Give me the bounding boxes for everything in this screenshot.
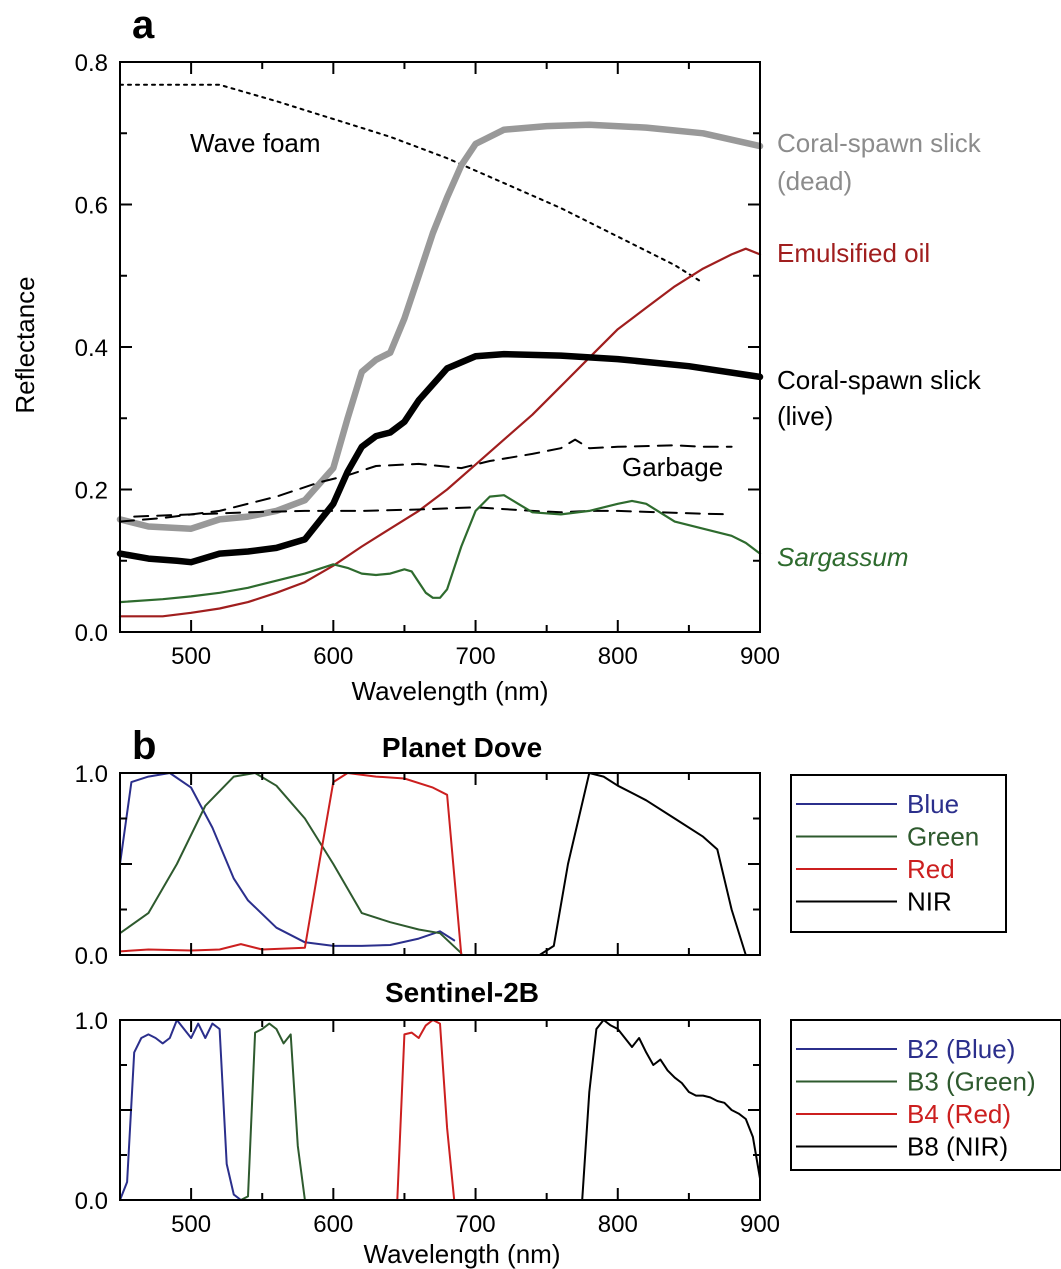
panel-a-ytick-label: 0.6 (75, 193, 108, 220)
emulsified-oil-label: Emulsified oil (777, 238, 930, 268)
panel-a-xtick-label: 900 (740, 643, 780, 670)
sentinel-2b-ytick-label: 0.0 (75, 1188, 108, 1215)
coral-dead-label-line1: Coral-spawn slick (777, 128, 982, 158)
panel-a-ytick-label: 0.0 (75, 620, 108, 647)
sentinel-2b-ytick-label: 1.0 (75, 1008, 108, 1035)
coral-live-label-line1: Coral-spawn slick (777, 365, 982, 395)
panel-a-ticks: 500 600 700 800 900 0.0 0.2 0.4 0.6 0.8 (75, 50, 780, 670)
garbage-label: Garbage (622, 452, 723, 482)
panel-a-xtick-label: 700 (456, 643, 496, 670)
panel-a-series-group (120, 85, 760, 617)
sentinel-2b-ticks: 500 600 700 800 900 0.0 1.0 (75, 1008, 780, 1238)
panel-a-line-series-5 (134, 507, 731, 516)
sentinel-2b-series-group (120, 1020, 760, 1200)
sentinel-2b-legend-label-b2-blue: B2 (Blue) (907, 1034, 1015, 1064)
sentinel-2b-legend-label-b4-red: B4 (Red) (907, 1099, 1011, 1129)
panel-b-label: b (132, 724, 156, 768)
sentinel-2b-line-b4-red (397, 1020, 454, 1200)
panel-a-line-wave-foam (120, 85, 703, 283)
sentinel-2b-xtick-label: 600 (313, 1211, 353, 1238)
planet-dove-line-nir (120, 773, 760, 955)
planet-dove-legend-label-blue: Blue (907, 789, 959, 819)
planet-dove-series-group (120, 773, 760, 955)
planet-dove-legend-box (791, 775, 1006, 932)
sentinel-2b-xtick-label: 900 (740, 1211, 780, 1238)
panel-a-line-emulsified-oil (120, 249, 760, 617)
planet-dove-legend-label-red: Red (907, 854, 955, 884)
panel-a-y-axis-title: Reflectance (10, 276, 40, 413)
sentinel-2b-xtick-label: 500 (171, 1211, 211, 1238)
sentinel-2b-frame (120, 1020, 760, 1200)
planet-dove-frame (120, 773, 760, 955)
sentinel-2b-legend-label-b3-green: B3 (Green) (907, 1067, 1036, 1097)
panel-a-ytick-label: 0.8 (75, 50, 108, 77)
planet-dove-title: Planet Dove (382, 732, 542, 763)
panel-a-ytick-label: 0.2 (75, 478, 108, 505)
sentinel-2b-title: Sentinel-2B (385, 977, 539, 1008)
panel-a-x-axis-title: Wavelength (nm) (352, 676, 549, 706)
planet-dove-line-green (120, 773, 461, 953)
panel-a-xtick-label: 500 (171, 643, 211, 670)
panel-a-ytick-label: 0.4 (75, 335, 108, 362)
sentinel-2b-line-b8-nir (582, 1020, 760, 1200)
sentinel-2b-line-b2-blue (120, 1020, 241, 1200)
panel-a-reflectance-chart: a 500 600 700 800 900 0.0 0.2 0.4 0.6 0.8 Wavelen… (10, 3, 982, 706)
sargassum-label: Sargassum (777, 542, 909, 572)
planet-dove-ytick-label: 1.0 (75, 761, 108, 788)
panel-b-sentinel-2b-chart: Sentinel-2B 500 600 700 800 900 0.0 1.0 Wavele… (75, 977, 1061, 1269)
wave-foam-label: Wave foam (190, 128, 321, 158)
planet-dove-ytick-label: 0.0 (75, 943, 108, 970)
panel-a-label: a (132, 3, 155, 47)
planet-dove-legend-label-nir: NIR (907, 887, 952, 917)
panel-b-x-axis-title: Wavelength (nm) (364, 1239, 561, 1269)
sentinel-2b-xtick-label: 700 (456, 1211, 496, 1238)
panel-a-xtick-label: 600 (313, 643, 353, 670)
coral-live-label-line2: (live) (777, 401, 833, 431)
planet-dove-legend-label-green: Green (907, 822, 979, 852)
panel-a-xtick-label: 800 (598, 643, 638, 670)
sentinel-2b-xtick-label: 800 (598, 1211, 638, 1238)
coral-dead-label-line2: (dead) (777, 166, 852, 196)
sentinel-2b-legend: B2 (Blue)B3 (Green)B4 (Red)B8 (NIR) (791, 1020, 1061, 1170)
sentinel-2b-line-b3-green (241, 1024, 305, 1200)
sentinel-2b-legend-label-b8-nir: B8 (NIR) (907, 1132, 1008, 1162)
